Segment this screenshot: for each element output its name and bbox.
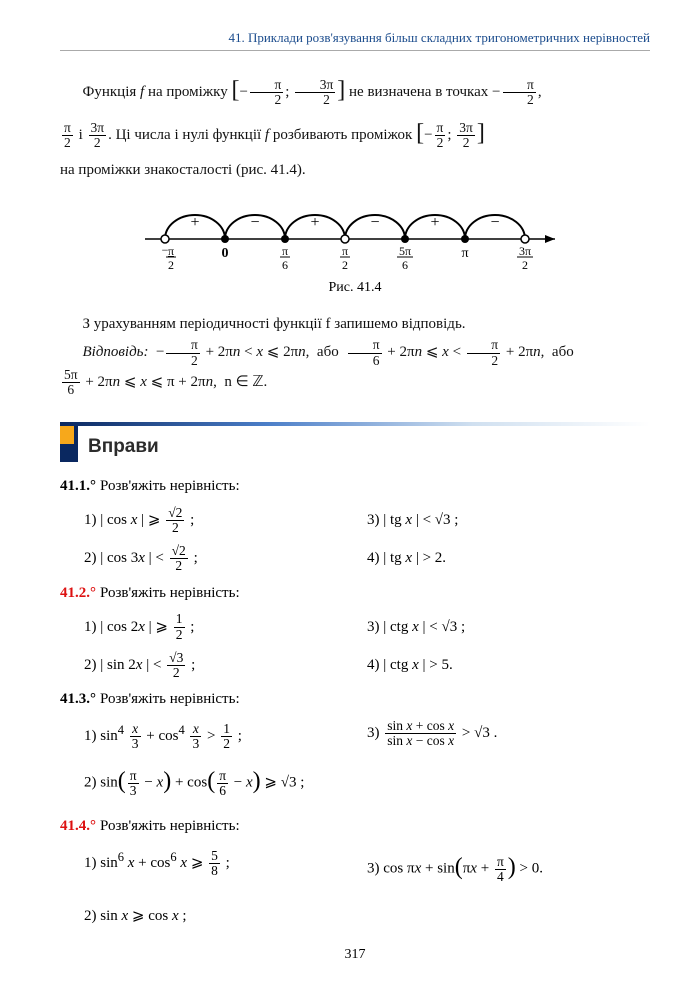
svg-text:5π: 5π <box>399 244 411 258</box>
ex-item: 3) cos πx + sin(πx + π4) > 0. <box>367 841 650 897</box>
text: не визначена в точках <box>349 84 492 100</box>
text: або <box>317 344 339 360</box>
svg-text:π: π <box>168 244 174 258</box>
ex-item: 3) sin x + cos xsin x − cos x > √3 . <box>367 714 650 755</box>
fraction: 3π2 <box>293 78 337 107</box>
exercise-text: Розв'яжіть нерівність: <box>100 818 240 834</box>
section-title: Вправи <box>88 426 159 462</box>
answer-line-1: Відповідь: −π2 + 2πn < x ⩽ 2πn, або π6 +… <box>60 338 650 367</box>
text: і <box>79 127 87 143</box>
text: розбивають проміжок <box>269 127 416 143</box>
answer-line-2: 5π6 + 2πn ⩽ x ⩽ π + 2πn, n ∈ ℤ. <box>60 368 650 397</box>
exercise-text: Розв'яжіть нерівність: <box>100 478 240 494</box>
svg-text:−: − <box>250 214 259 231</box>
sign-diagram: + − + − + − − π 2 0 π 6 π 2 <box>60 199 650 274</box>
ex-item: 2) | sin 2x | < √32 ; <box>84 646 367 684</box>
exercise-41-3: 41.3.° Розв'яжіть нерівність: 1) sin4 x3… <box>60 690 650 811</box>
ex-item: 1) sin6 x + cos6 x ⩾ 58 ; <box>84 841 367 897</box>
text: Функція <box>83 84 141 100</box>
fraction: π2 <box>433 121 448 150</box>
ex-item: 1) | cos 2x | ⩾ 12 ; <box>84 608 367 646</box>
svg-text:2: 2 <box>342 258 348 272</box>
ex-item: 3) | ctg x | < √3 ; <box>367 608 650 646</box>
svg-text:2: 2 <box>522 258 528 272</box>
fraction: 3π2 <box>87 121 109 150</box>
exercise-41-1: 41.1.° Розв'яжіть нерівність: 1) | cos x… <box>60 477 650 577</box>
fraction: π2 <box>501 78 538 107</box>
fraction: π2 <box>60 121 75 150</box>
text: n ∈ ℤ. <box>224 374 267 390</box>
fraction: 3π2 <box>455 121 477 150</box>
svg-text:+: + <box>310 214 319 231</box>
answer-label: Відповідь: <box>83 344 149 360</box>
svg-text:0: 0 <box>222 246 229 261</box>
svg-text:+: + <box>430 214 439 231</box>
section-tab-icon <box>60 426 78 462</box>
exercise-number: 41.1.° <box>60 478 96 494</box>
svg-text:6: 6 <box>402 258 408 272</box>
exercise-text: Розв'яжіть нерівність: <box>100 585 240 601</box>
ex-item: 4) | tg x | > 2. <box>367 539 650 577</box>
fraction: π2 <box>248 78 285 107</box>
exercise-text: Розв'яжіть нерівність: <box>100 691 240 707</box>
svg-text:−: − <box>370 214 379 231</box>
ex-item: 2) | cos 3x | < √22 ; <box>84 539 367 577</box>
svg-text:π: π <box>461 246 468 261</box>
svg-text:π: π <box>282 244 288 258</box>
text: на проміжку <box>144 84 231 100</box>
exercise-number: 41.2.° <box>60 585 96 601</box>
ex-item: 1) | cos x | ⩾ √22 ; <box>84 501 367 539</box>
page-number: 317 <box>60 947 650 963</box>
svg-text:3π: 3π <box>519 244 531 258</box>
fraction: π2 <box>164 338 201 367</box>
paragraph-3: на проміжки знакосталості (рис. 41.4). <box>60 157 650 184</box>
ex-item: 2) sin(π3 − x) + cos(π6 − x) ⩾ √3 ; <box>84 755 650 811</box>
figure-caption: Рис. 41.4 <box>60 280 650 296</box>
exercise-41-2: 41.2.° Розв'яжіть нерівність: 1) | cos 2… <box>60 584 650 684</box>
text: або <box>552 344 574 360</box>
ex-item: 4) | ctg x | > 5. <box>367 646 650 684</box>
page-header: 41. Приклади розв'язування більш складни… <box>60 30 650 51</box>
fraction: 5π6 <box>60 368 82 397</box>
exercise-41-4: 41.4.° Розв'яжіть нерівність: 1) sin6 x … <box>60 817 650 935</box>
text: . Ці числа і нулі функції <box>108 127 265 143</box>
fraction: π6 <box>346 338 383 367</box>
svg-text:6: 6 <box>282 258 288 272</box>
svg-text:+: + <box>190 214 199 231</box>
ex-item: 2) sin x ⩾ cos x ; <box>84 897 650 935</box>
paragraph-1: Функція f на проміжку [−π2; 3π2] не визн… <box>60 71 650 114</box>
svg-text:2: 2 <box>168 258 174 272</box>
ex-item: 3) | tg x | < √3 ; <box>367 501 650 539</box>
section-header: Вправи <box>60 426 650 462</box>
svg-text:π: π <box>342 244 348 258</box>
exercise-number: 41.3.° <box>60 691 96 707</box>
svg-text:−: − <box>490 214 499 231</box>
exercise-number: 41.4.° <box>60 818 96 834</box>
paragraph-4: З урахуванням періодичності функції f за… <box>60 311 650 338</box>
paragraph-2: π2 і 3π2. Ці числа і нулі функції f розб… <box>60 114 650 157</box>
fraction: π2 <box>465 338 502 367</box>
ex-item: 1) sin4 x3 + cos4 x3 > 12 ; <box>84 714 367 755</box>
